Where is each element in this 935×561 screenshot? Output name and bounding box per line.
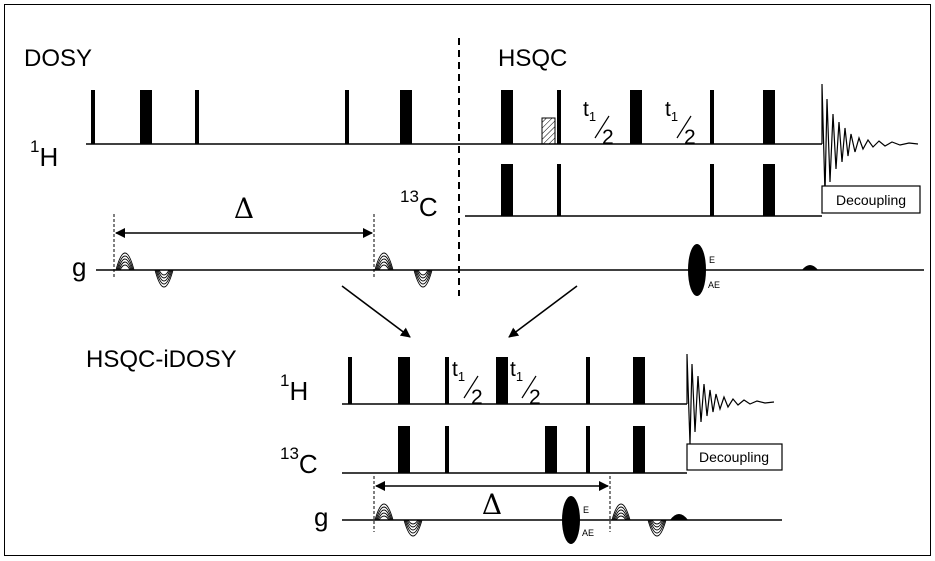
coherence-selection-gradient [562, 496, 580, 544]
decoupling-label: Decoupling [836, 192, 906, 208]
top-carbon-channel [465, 164, 822, 217]
bottom-gradient-channel: E AE [342, 496, 782, 544]
decoupling-label: Decoupling [699, 449, 769, 465]
svg-text:t1: t1 [583, 98, 596, 124]
delta-label: Δ [234, 192, 254, 225]
pulse-180 [763, 164, 775, 216]
small-gradient-pulse [802, 265, 818, 270]
top-gradient-label: g [72, 252, 86, 282]
svg-text:t1: t1 [510, 358, 523, 384]
bottom-gradient-label: g [314, 502, 328, 532]
pulse-180 [398, 357, 410, 404]
antiecho-label: AE [708, 280, 720, 290]
pulse-90 [91, 90, 95, 144]
pulse-180 [630, 90, 642, 144]
pulse-90 [557, 90, 561, 144]
bottom-proton-label: 1H [280, 371, 308, 406]
bottom-carbon-channel [342, 426, 687, 474]
hsqc-title: HSQC [498, 45, 567, 72]
svg-text:t1: t1 [665, 98, 678, 124]
top-gradient-channel: E AE [96, 244, 924, 296]
pulse-90 [710, 90, 714, 144]
merge-arrow-right [508, 285, 578, 338]
pulse-sequence-diagram: DOSY HSQC HSQC-iDOSY 1H t1 2 t1 2 [4, 4, 931, 556]
bottom-diffusion-delay: Δ [373, 476, 611, 532]
pulse-90 [445, 426, 449, 473]
merge-arrow-left [341, 285, 411, 338]
top-t1-half-1: t1 2 [583, 98, 614, 149]
pulse-90 [557, 164, 561, 216]
top-t1-half-2: t1 2 [665, 98, 696, 149]
pulse-180 [545, 426, 557, 473]
gradient-pulse-negative [403, 519, 423, 537]
pulse-180 [633, 426, 645, 473]
pulse-90 [195, 90, 199, 144]
coherence-selection-gradient [688, 244, 706, 296]
pulse-180 [763, 90, 775, 144]
pulse-90 [586, 357, 590, 404]
hsqc-idosy-title: HSQC-iDOSY [86, 346, 237, 373]
gradient-pulse-positive [115, 252, 135, 271]
top-diffusion-delay: Δ [113, 192, 375, 279]
gradient-pulse-negative [647, 519, 667, 537]
pulse-90 [445, 357, 449, 404]
bottom-proton-channel [342, 353, 775, 445]
spin-lock-pulse [541, 117, 556, 145]
bottom-decoupling-block: Decoupling [686, 443, 783, 471]
gradient-pulse-negative [154, 269, 174, 288]
pulse-180 [501, 90, 513, 144]
echo-label: E [709, 255, 715, 265]
pulse-180 [398, 426, 410, 473]
pulse-90 [586, 426, 590, 473]
pulse-180 [140, 90, 152, 144]
pulse-180 [633, 357, 645, 404]
delta-label: Δ [482, 488, 502, 521]
pulse-180 [400, 90, 412, 144]
pulse-sequence-figure: DOSY HSQC HSQC-iDOSY 1H t1 2 t1 2 [4, 4, 931, 556]
small-gradient-pulse [670, 514, 688, 520]
fid-signal [821, 83, 919, 195]
svg-text:2: 2 [684, 126, 696, 149]
figure-border [4, 4, 931, 556]
bottom-carbon-label: 13C [280, 444, 318, 479]
top-proton-channel [86, 83, 919, 195]
gradient-pulse-positive [374, 252, 394, 271]
bottom-t1-half-1: t1 2 [452, 358, 483, 409]
svg-text:2: 2 [471, 386, 483, 409]
antiecho-label: AE [582, 528, 594, 538]
echo-label: E [583, 505, 589, 515]
fid-signal [686, 353, 775, 445]
pulse-90 [345, 90, 349, 144]
gradient-pulse-positive [611, 503, 631, 521]
svg-text:t1: t1 [452, 358, 465, 384]
gradient-pulse-negative [413, 269, 433, 288]
pulse-90 [710, 164, 714, 216]
dosy-title: DOSY [24, 45, 92, 72]
top-proton-label: 1H [30, 137, 58, 172]
pulse-180 [496, 357, 508, 404]
bottom-t1-half-2: t1 2 [510, 358, 541, 409]
svg-text:2: 2 [602, 126, 614, 149]
svg-text:2: 2 [529, 386, 541, 409]
pulse-90 [348, 357, 352, 404]
top-carbon-label: 13C [400, 187, 438, 222]
pulse-180 [501, 164, 513, 216]
gradient-pulse-positive [374, 503, 394, 521]
top-decoupling-block: Decoupling [821, 185, 921, 214]
